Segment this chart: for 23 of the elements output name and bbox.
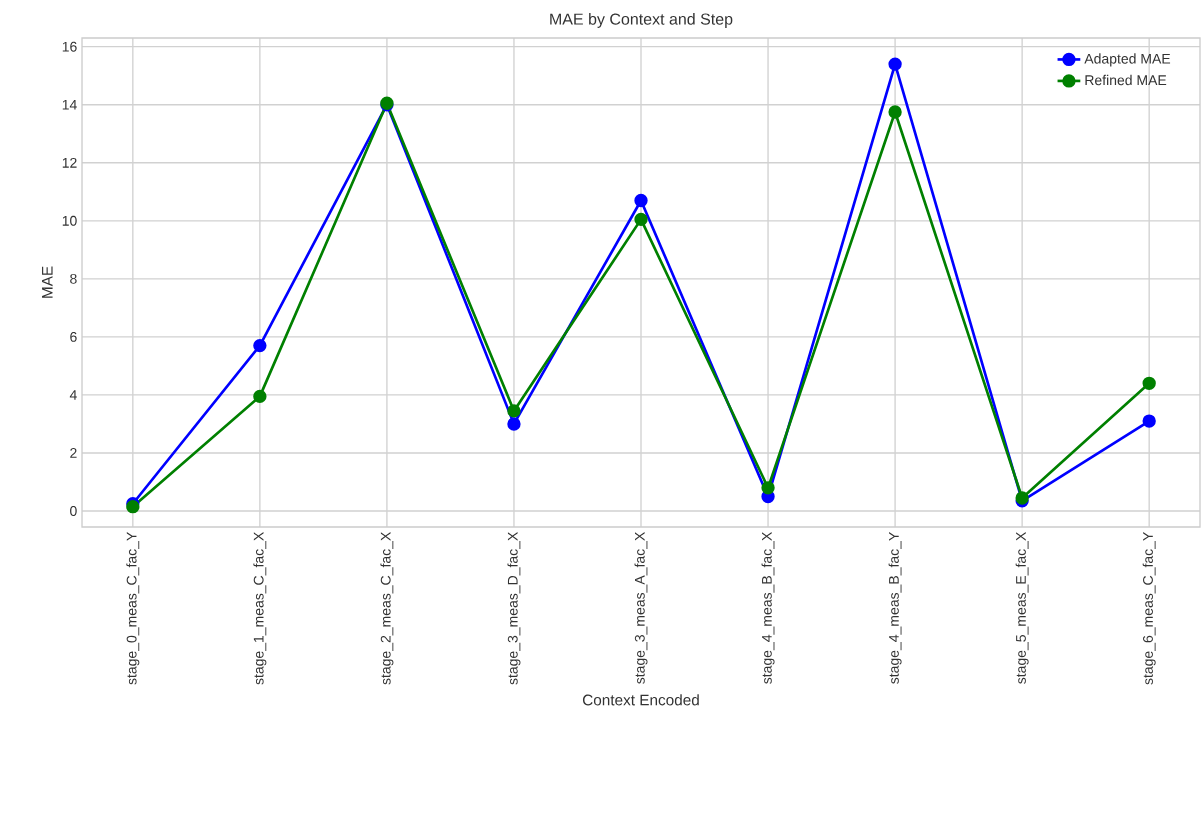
x-tick-label: stage_1_meas_C_fac_X: [253, 532, 267, 685]
y-tick-label: 16: [62, 41, 77, 52]
x-tick-label: stage_3_meas_D_fac_X: [507, 532, 521, 685]
y-tick-label: 10: [62, 215, 77, 226]
y-tick-label: 8: [70, 273, 77, 284]
chart-title: MAE by Context and Step: [550, 13, 733, 28]
x-tick-label: stage_5_meas_E_fac_X: [1015, 532, 1029, 684]
y-tick-label: 6: [70, 331, 77, 342]
legend-label: Refined MAE: [1085, 74, 1167, 86]
y-tick-label: 4: [69, 390, 77, 400]
legend-label: Adapted MAE: [1084, 53, 1171, 67]
x-tick-label: stage_4_meas_B_fac_Y: [888, 532, 902, 684]
y-axis-title: MAE: [42, 266, 53, 298]
y-tick-label: 2: [70, 448, 77, 458]
x-axis-title: Context Encoded: [582, 694, 699, 706]
x-tick-label: stage_4_meas_B_fac_X: [761, 532, 775, 684]
x-tick-label: stage_6_meas_C_fac_Y: [1142, 532, 1156, 685]
y-tick-label: 14: [62, 99, 77, 110]
y-tick-label: 0: [70, 506, 77, 516]
x-tick-label: stage_0_meas_C_fac_Y: [126, 532, 140, 685]
x-tick-label: stage_3_meas_A_fac_X: [634, 532, 648, 684]
x-tick-label: stage_2_meas_C_fac_X: [380, 532, 394, 685]
y-tick-label: 12: [62, 157, 77, 168]
